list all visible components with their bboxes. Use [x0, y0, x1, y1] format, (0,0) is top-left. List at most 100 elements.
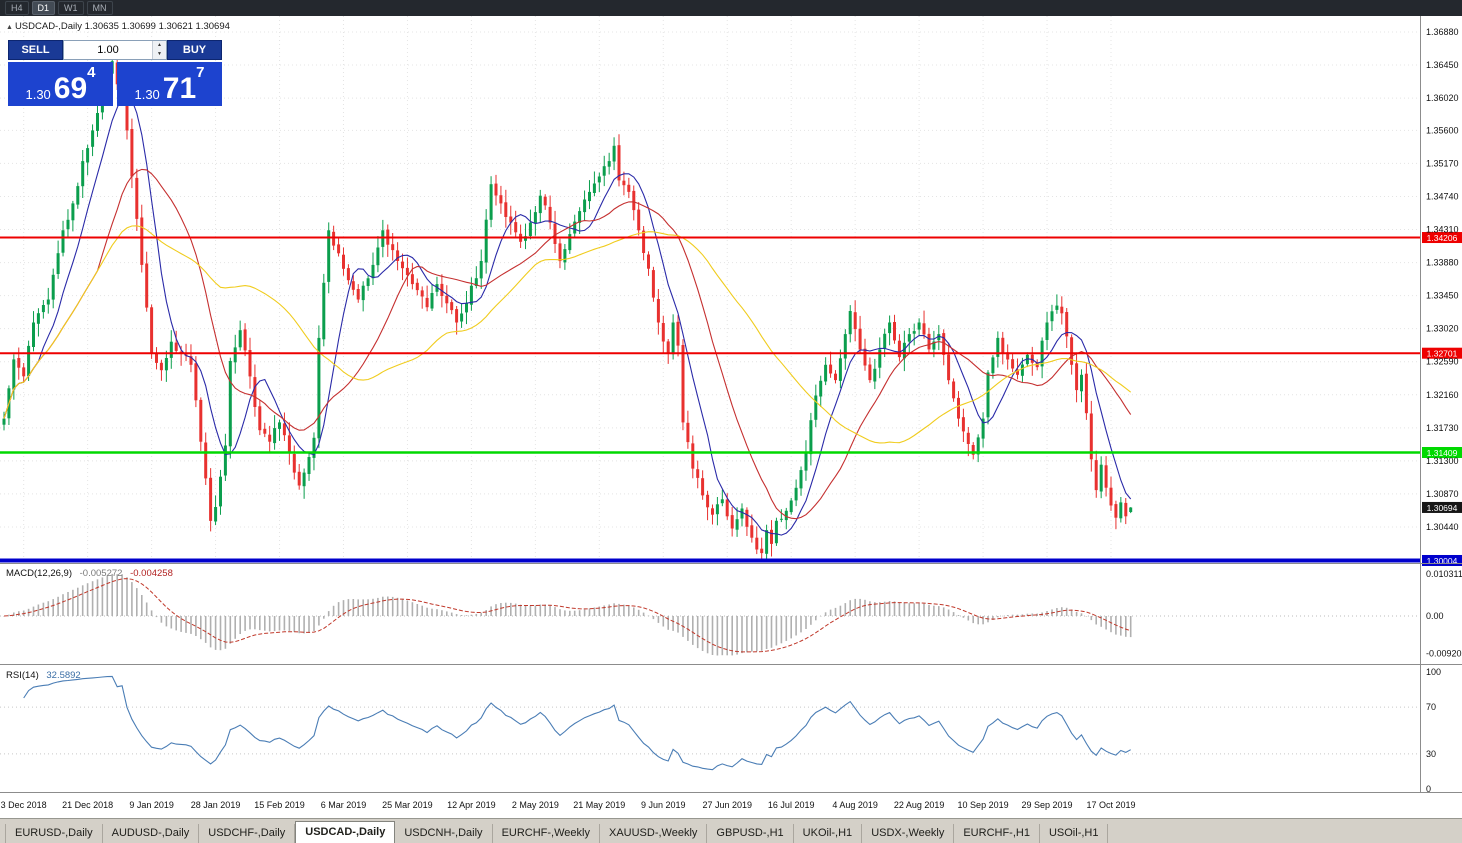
tab-usdcnh-daily[interactable]: USDCNH-,Daily — [395, 824, 493, 843]
current-price-tag — [1422, 501, 1462, 513]
ma-20-line — [3, 168, 1132, 520]
tab-eurchf-weekly[interactable]: EURCHF-,Weekly — [493, 824, 600, 843]
volume-up-button[interactable]: ▲ — [153, 41, 166, 50]
svg-text:16 Jul 2019: 16 Jul 2019 — [768, 800, 815, 810]
svg-text:1.30004: 1.30004 — [1427, 556, 1458, 566]
volume-down-button[interactable]: ▼ — [153, 50, 166, 59]
timeframe-d1-button[interactable]: D1 — [31, 1, 56, 15]
svg-text:100: 100 — [1426, 667, 1441, 677]
svg-text:10 Sep 2019: 10 Sep 2019 — [958, 800, 1009, 810]
tab-usdcad-daily[interactable]: USDCAD-,Daily — [295, 821, 396, 843]
svg-text:1.31409: 1.31409 — [1427, 448, 1458, 458]
sell-price-base: 1.30 — [25, 87, 51, 102]
svg-text:1.32160: 1.32160 — [1426, 390, 1459, 400]
svg-text:1.33020: 1.33020 — [1426, 324, 1459, 334]
timeframe-h4-button[interactable]: H4 — [5, 1, 29, 15]
tab-audusd-daily[interactable]: AUDUSD-,Daily — [103, 824, 200, 843]
rsi-value: 32.5892 — [46, 670, 81, 681]
tab-usoil-h1[interactable]: USOil-,H1 — [1040, 824, 1109, 843]
svg-text:1.34740: 1.34740 — [1426, 191, 1459, 201]
chart-title-text: USDCAD-,Daily 1.30635 1.30699 1.30621 1.… — [14, 21, 230, 32]
svg-text:4 Aug 2019: 4 Aug 2019 — [832, 800, 878, 810]
svg-text:1.33450: 1.33450 — [1426, 291, 1459, 301]
svg-text:1.35600: 1.35600 — [1426, 125, 1459, 135]
svg-text:25 Mar 2019: 25 Mar 2019 — [382, 800, 433, 810]
symbol-tabbar: EURUSD-,Daily AUDUSD-,Daily USDCHF-,Dail… — [0, 818, 1462, 843]
hline-price-tag — [1422, 447, 1462, 459]
macd-header: MACD(12,26,9) -0.005272 -0.004258 — [6, 568, 173, 579]
macd-histogram — [3, 573, 1132, 656]
buy-price-base: 1.30 — [134, 87, 160, 102]
svg-text:6 Mar 2019: 6 Mar 2019 — [321, 800, 367, 810]
timeframe-mn-button[interactable]: MN — [86, 1, 113, 15]
svg-text:0.00: 0.00 — [1426, 611, 1444, 621]
svg-text:1.36450: 1.36450 — [1426, 60, 1459, 70]
svg-text:1.32590: 1.32590 — [1426, 357, 1459, 367]
timeframe-toolbar: H4 D1 W1 MN — [0, 0, 1462, 16]
svg-text:1.32701: 1.32701 — [1427, 349, 1458, 359]
tab-xauusd-weekly[interactable]: XAUUSD-,Weekly — [600, 824, 708, 843]
svg-text:1.36020: 1.36020 — [1426, 93, 1459, 103]
svg-text:27 Jun 2019: 27 Jun 2019 — [702, 800, 752, 810]
svg-text:21 May 2019: 21 May 2019 — [573, 800, 625, 810]
volume-value[interactable]: 1.00 — [97, 44, 119, 56]
svg-text:30: 30 — [1426, 749, 1436, 759]
ma-45-line — [3, 225, 1132, 444]
buy-price-button[interactable]: 1.30 71 7 — [117, 62, 222, 106]
svg-text:17 Oct 2019: 17 Oct 2019 — [1086, 800, 1135, 810]
tab-eurchf-h1[interactable]: EURCHF-,H1 — [954, 824, 1040, 843]
svg-text:2 May 2019: 2 May 2019 — [512, 800, 559, 810]
svg-text:29 Sep 2019: 29 Sep 2019 — [1022, 800, 1073, 810]
sell-price-button[interactable]: 1.30 69 4 — [8, 62, 113, 106]
macd-signal-value: -0.004258 — [130, 568, 173, 579]
tab-eurusd-daily[interactable]: EURUSD-,Daily — [5, 824, 103, 843]
svg-text:1.31730: 1.31730 — [1426, 423, 1459, 433]
svg-text:1.36880: 1.36880 — [1426, 27, 1459, 37]
macd-main-value: -0.005272 — [79, 568, 123, 579]
tab-usdx-weekly[interactable]: USDX-,Weekly — [862, 824, 955, 843]
hline-price-tag — [1422, 347, 1462, 359]
svg-text:1.30440: 1.30440 — [1426, 522, 1459, 532]
svg-text:15 Feb 2019: 15 Feb 2019 — [254, 800, 305, 810]
sell-price-sup: 4 — [87, 64, 96, 81]
volume-spinner: ▲ ▼ — [152, 41, 166, 59]
buy-button[interactable]: BUY — [167, 40, 222, 60]
svg-text:1.34310: 1.34310 — [1426, 225, 1459, 235]
svg-text:70: 70 — [1426, 702, 1436, 712]
volume-input[interactable]: 1.00 ▲ ▼ — [63, 40, 167, 60]
svg-text:3 Dec 2018: 3 Dec 2018 — [1, 800, 47, 810]
macd-name: MACD(12,26,9) — [6, 568, 72, 579]
svg-text:1.34206: 1.34206 — [1427, 233, 1458, 243]
chart-title: ▲ USDCAD-,Daily 1.30635 1.30699 1.30621 1… — [6, 21, 230, 32]
sell-price-big: 69 — [53, 72, 88, 105]
svg-text:1.31300: 1.31300 — [1426, 456, 1459, 466]
hline-price-tag — [1422, 232, 1462, 244]
macd-signal-line — [3, 578, 1131, 653]
svg-text:0.010311: 0.010311 — [1426, 569, 1462, 579]
svg-text:9 Jun 2019: 9 Jun 2019 — [641, 800, 686, 810]
svg-text:21 Dec 2018: 21 Dec 2018 — [62, 800, 113, 810]
tab-ukoil-h1[interactable]: UKOil-,H1 — [794, 824, 863, 843]
svg-text:0: 0 — [1426, 784, 1431, 794]
tab-usdchf-daily[interactable]: USDCHF-,Daily — [199, 824, 296, 843]
up-arrow-icon: ▲ — [6, 24, 13, 31]
svg-text:1.30694: 1.30694 — [1427, 503, 1458, 513]
svg-text:1.33880: 1.33880 — [1426, 258, 1459, 268]
svg-text:12 Apr 2019: 12 Apr 2019 — [447, 800, 496, 810]
tab-gbpusd-h1[interactable]: GBPUSD-,H1 — [707, 824, 794, 843]
rsi-header: RSI(14) 32.5892 — [6, 670, 81, 681]
svg-text:28 Jan 2019: 28 Jan 2019 — [191, 800, 241, 810]
grid — [0, 16, 1420, 563]
timeframe-w1-button[interactable]: W1 — [58, 1, 84, 15]
svg-text:9 Jan 2019: 9 Jan 2019 — [129, 800, 174, 810]
sell-button[interactable]: SELL — [8, 40, 63, 60]
svg-text:1.30870: 1.30870 — [1426, 489, 1459, 499]
hline-price-tag — [1422, 554, 1462, 566]
rsi-line — [23, 675, 1131, 771]
buy-price-sup: 7 — [196, 64, 205, 81]
one-click-trading-panel: SELL 1.00 ▲ ▼ BUY 1.30 69 4 1.30 71 7 — [8, 40, 222, 106]
svg-text:-0.0092033: -0.0092033 — [1426, 648, 1462, 658]
svg-text:1.35170: 1.35170 — [1426, 158, 1459, 168]
